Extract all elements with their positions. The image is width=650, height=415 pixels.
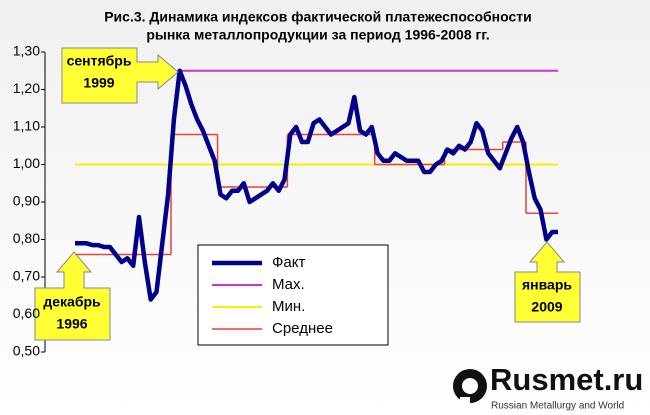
y-tick-label: 1,00 (13, 155, 40, 171)
legend-items: Факт Мах. Мин. Среднее (212, 254, 333, 337)
callout: декабрь 1996 (34, 251, 111, 341)
y-tick-label: 0,90 (13, 193, 40, 209)
y-tick-label: 0,80 (13, 230, 40, 246)
y-tick-label: 1,10 (13, 118, 40, 134)
y-tick-label: 0,50 (13, 343, 40, 359)
callout-text: январь (522, 277, 572, 293)
callout-text: декабрь (43, 294, 101, 310)
callout-text: 1999 (83, 75, 114, 91)
callout-shape (61, 47, 179, 104)
plot (41, 51, 558, 353)
legend-label: Среднее (272, 320, 333, 337)
callout-text: сентябрь (67, 53, 132, 69)
y-tick-label: 1,30 (13, 43, 40, 59)
callout-shape (34, 251, 111, 341)
callout-text: 1996 (56, 316, 87, 332)
y-tick-label: 1,20 (13, 80, 40, 96)
series-line (75, 68, 558, 302)
callout-text: 2009 (531, 299, 562, 315)
logo-text: Rusmet.ru (490, 362, 643, 397)
y-tick-label: 0,70 (13, 268, 40, 284)
logo: Rusmet.ru Russian Metallurgy and World (453, 362, 643, 412)
logo-icon (460, 397, 470, 405)
legend-label: Факт (272, 254, 305, 271)
chart-title: рынка металлопродукции за период 1996-20… (146, 27, 489, 43)
logo-icon (462, 378, 478, 394)
callout: январь 2009 (514, 241, 581, 323)
callout-shape (514, 241, 581, 323)
callout: сентябрь 1999 (61, 47, 179, 104)
y-tick-label: 0,60 (13, 305, 40, 321)
logo-tagline: Russian Metallurgy and World (491, 401, 624, 412)
legend-label: Мах. (272, 276, 305, 293)
chart-title: Рис.3. Динамика индексов фактической пла… (104, 9, 532, 25)
legend-label: Мин. (272, 298, 305, 315)
